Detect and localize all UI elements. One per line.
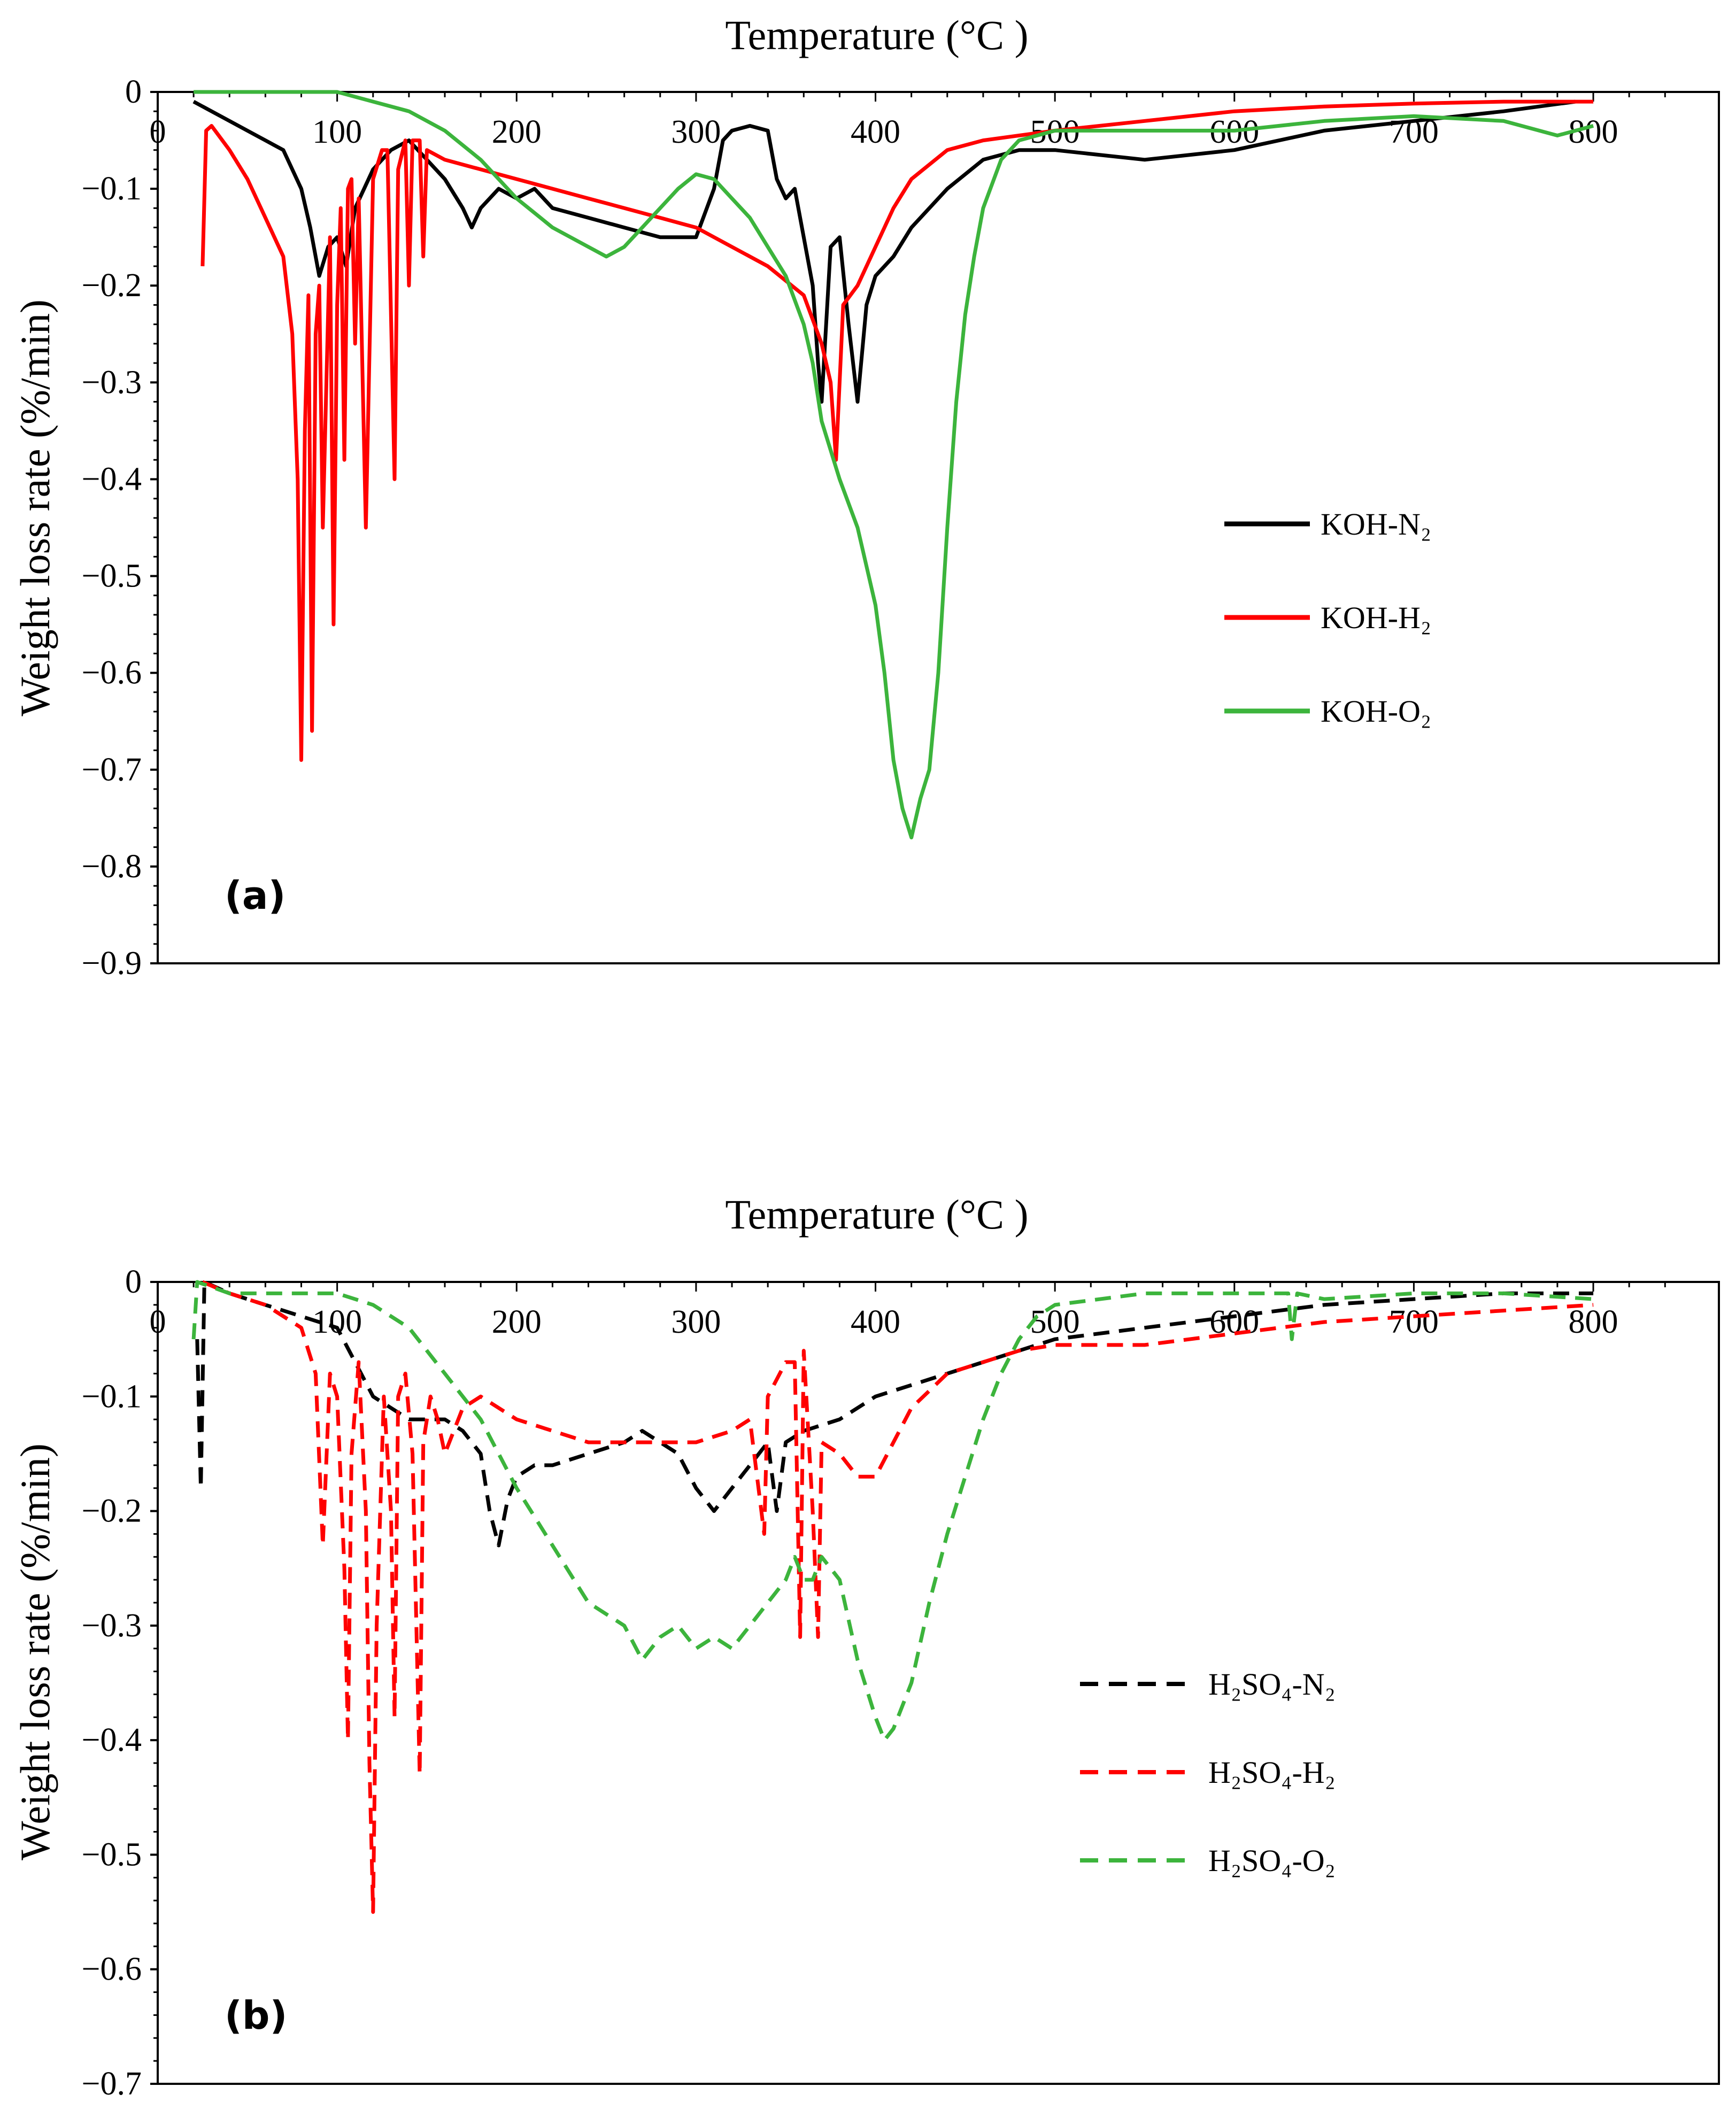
panel-b-x-tick-label: 0	[150, 1304, 166, 1340]
panel-a-x-tick-label: 200	[492, 114, 542, 150]
panel-a-y-tick-label: −0.3	[82, 364, 142, 400]
panel-a-x-axis-title: Temperature (°C )	[725, 12, 1028, 58]
legend-item: H₂SO₄-O₂	[1080, 1843, 1336, 1878]
panel-b-x-tick-label: 200	[492, 1304, 542, 1340]
panel-a-y-axis-title: Weight loss rate (%/min)	[12, 299, 58, 716]
panel-b-x-tick-label: 800	[1569, 1304, 1618, 1340]
panel-b-plot-frame	[157, 1281, 1720, 2085]
panel-b-y-tick-label: −0.2	[82, 1493, 142, 1529]
legend-label-h2so4-o2: H₂SO₄-O₂	[1208, 1843, 1336, 1878]
panel-a-series-line-2	[200, 99, 1594, 762]
panel-a-series-line-1	[192, 99, 1576, 404]
panel-b-x-tick-label: 100	[312, 1304, 362, 1340]
panel-a-plot-frame	[157, 91, 1720, 964]
panel-b-x-tick-label: 300	[671, 1304, 721, 1340]
panel-b-y-axis-title: Weight loss rate (%/min)	[12, 1443, 58, 1860]
panel-a-y-tick-label: −0.9	[82, 945, 142, 982]
legend-item: KOH-H₂	[1224, 600, 1431, 635]
panel-a-y-ticks: 0 −0.1 −0.2 −0.3 −0.4 −0.5 −0.6 −0.7 −0.8 −0.9	[82, 74, 158, 982]
panel-b-x-ticks: 0 100 200 300 400 500 600 700 800	[150, 1282, 1666, 1340]
panel-a-y-tick-label: 0	[125, 74, 142, 110]
panel-b-x-tick-label: 400	[851, 1304, 900, 1340]
panel-a-y-tick-label: −0.5	[82, 558, 142, 594]
legend-item: H₂SO₄-N₂	[1080, 1667, 1336, 1702]
panel-b-series-line-3	[191, 1280, 1594, 1742]
panel-a: Temperature (°C ) Weight loss rate (%/mi…	[12, 12, 1720, 982]
panel-b-y-tick-label: −0.6	[82, 1951, 142, 1988]
panel-b: Temperature (°C ) Weight loss rate (%/mi…	[12, 1191, 1720, 2102]
legend-item: KOH-O₂	[1224, 694, 1431, 729]
panel-b-x-axis-title: Temperature (°C )	[725, 1191, 1028, 1238]
panel-a-y-tick-label: −0.1	[82, 171, 142, 207]
legend-label-h2so4-h2: H₂SO₄-H₂	[1208, 1755, 1336, 1790]
panel-b-label: (b)	[225, 1993, 287, 2038]
legend-label-koh-n2: KOH-N₂	[1321, 507, 1431, 542]
panel-a-y-tick-label: −0.7	[82, 752, 142, 788]
panel-b-x-tick-label: 500	[1030, 1304, 1080, 1340]
panel-a-legend: KOH-N₂ KOH-H₂ KOH-O₂	[1224, 507, 1431, 729]
panel-b-y-tick-label: −0.3	[82, 1608, 142, 1644]
panel-b-y-ticks: 0 −0.1 −0.2 −0.3 −0.4 −0.5 −0.6 −0.7	[82, 1264, 158, 2102]
panel-b-series	[191, 1280, 1594, 1914]
legend-label-h2so4-n2: H₂SO₄-N₂	[1208, 1667, 1336, 1702]
panel-b-y-tick-label: −0.1	[82, 1378, 142, 1415]
panel-a-x-tick-label: 0	[150, 114, 166, 150]
panel-a-y-tick-label: −0.4	[82, 461, 142, 497]
panel-a-x-tick-label: 400	[851, 114, 900, 150]
panel-b-y-tick-label: −0.4	[82, 1722, 142, 1758]
panel-b-y-tick-label: 0	[125, 1264, 142, 1300]
panel-b-x-tick-label: 700	[1389, 1304, 1439, 1340]
panel-a-y-tick-label: −0.8	[82, 848, 142, 885]
panel-a-label: (a)	[225, 873, 286, 918]
panel-b-legend: H₂SO₄-N₂ H₂SO₄-H₂ H₂SO₄-O₂	[1080, 1667, 1336, 1878]
panel-a-y-tick-label: −0.6	[82, 655, 142, 691]
panel-a-series-line-3	[194, 90, 1594, 840]
panel-a-y-tick-label: −0.2	[82, 267, 142, 304]
legend-item: KOH-N₂	[1224, 507, 1431, 542]
legend-label-koh-h2: KOH-H₂	[1321, 600, 1431, 635]
panel-a-x-tick-label: 300	[671, 114, 721, 150]
legend-item: H₂SO₄-H₂	[1080, 1755, 1336, 1790]
legend-label-koh-o2: KOH-O₂	[1321, 694, 1431, 729]
panel-a-x-tick-label: 100	[312, 114, 362, 150]
panel-a-series	[192, 90, 1594, 840]
panel-b-series-line-2	[202, 1280, 1594, 1914]
panel-b-y-tick-label: −0.5	[82, 1836, 142, 1873]
panel-b-y-tick-label: −0.7	[82, 2066, 142, 2102]
